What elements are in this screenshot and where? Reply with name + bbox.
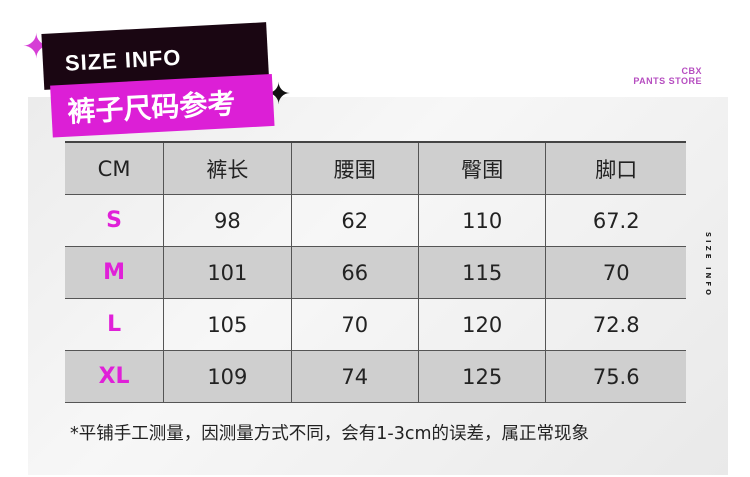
header-cell: 脚口 (545, 141, 686, 195)
size-cell: XL (65, 350, 164, 403)
size-cell: L (65, 298, 164, 351)
cell: 109 (163, 350, 292, 403)
header-cell: CM (65, 141, 164, 195)
cell: 105 (163, 298, 292, 351)
store-name: CBX PANTS STORE (633, 66, 702, 86)
size-table: CM 裤长 腰围 臀围 脚口 S 98 62 110 67.2 M 101 66… (65, 141, 686, 403)
table-row: M 101 66 115 70 (65, 246, 686, 299)
header-cell: 腰围 (290, 141, 419, 195)
table-row: XL 109 74 125 75.6 (65, 350, 686, 403)
size-cell: M (65, 246, 164, 299)
table-row: S 98 62 110 67.2 (65, 194, 686, 247)
cell: 101 (163, 246, 292, 299)
cell: 110 (417, 194, 546, 247)
cell: 120 (417, 298, 546, 351)
store-line1: CBX (681, 66, 702, 76)
cell: 67.2 (545, 194, 686, 247)
cell: 72.8 (545, 298, 686, 351)
cell: 66 (290, 246, 419, 299)
cell: 98 (163, 194, 292, 247)
size-cell: S (65, 194, 164, 247)
cell: 125 (417, 350, 546, 403)
header-cell: 裤长 (163, 141, 292, 195)
cell: 70 (290, 298, 419, 351)
cell: 70 (545, 246, 686, 299)
cell: 74 (290, 350, 419, 403)
side-label: SIZE INFO (704, 232, 712, 299)
table-row: L 105 70 120 72.8 (65, 298, 686, 351)
header-cell: 臀围 (417, 141, 546, 195)
cell: 62 (290, 194, 419, 247)
cell: 75.6 (545, 350, 686, 403)
measurement-note: *平铺手工测量，因测量方式不同，会有1-3cm的误差，属正常现象 (70, 424, 589, 444)
cell: 115 (417, 246, 546, 299)
size-info-badge: SIZE INFO 裤子尺码参考 (41, 22, 275, 139)
store-line2: PANTS STORE (633, 76, 702, 86)
table-header-row: CM 裤长 腰围 臀围 脚口 (65, 141, 686, 195)
